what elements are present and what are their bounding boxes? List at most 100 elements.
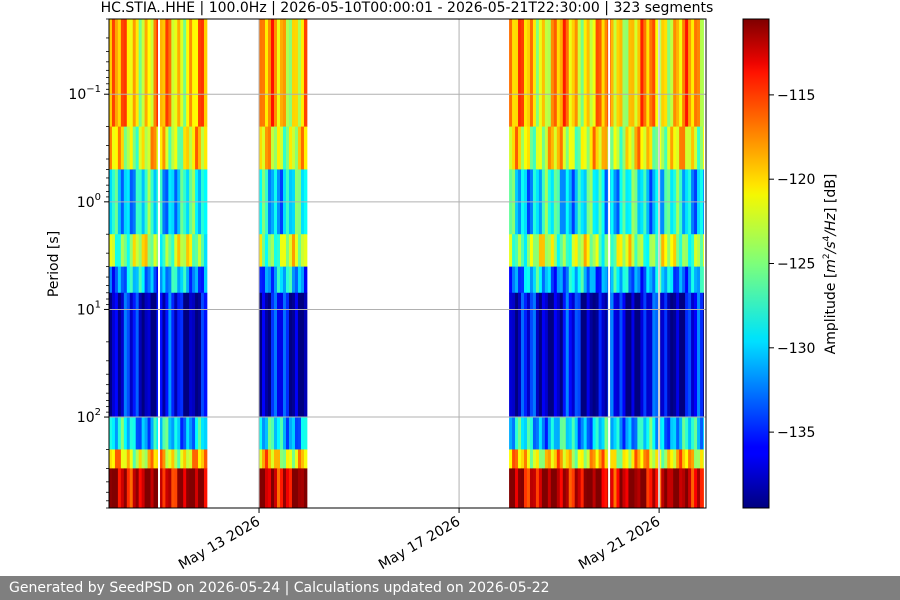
heatmap-cell	[568, 468, 573, 508]
heatmap-cell	[649, 234, 653, 268]
heatmap-cell	[515, 449, 519, 469]
heatmap-cell	[616, 449, 620, 469]
heatmap-cell	[162, 266, 166, 294]
heatmap-cell	[123, 449, 128, 469]
heatmap-cell	[303, 417, 308, 450]
heatmap-cell	[135, 449, 140, 469]
heatmap-cell	[544, 449, 549, 469]
heatmap-cell	[186, 126, 190, 170]
heatmap-cell	[177, 234, 181, 268]
heatmap-cell	[294, 449, 299, 469]
heatmap-cell	[518, 19, 522, 128]
heatmap-cell	[192, 126, 196, 170]
heatmap-cell	[183, 234, 187, 268]
heatmap-cell	[535, 126, 540, 170]
heatmap-cell	[180, 234, 184, 268]
heatmap-cell	[120, 126, 125, 170]
heatmap-cell	[515, 19, 519, 128]
colorbar-tick-label: −120	[777, 172, 815, 188]
heatmap-cell	[186, 266, 190, 294]
heatmap-cell	[265, 292, 269, 418]
heatmap-cell	[282, 19, 287, 128]
heatmap-cell	[288, 468, 293, 508]
heatmap-cell	[271, 266, 275, 294]
heatmap-cell	[544, 19, 549, 128]
heatmap-cell	[553, 417, 558, 450]
heatmap-cell	[655, 292, 659, 418]
heatmap-cell	[544, 126, 549, 170]
heatmap-cell	[198, 266, 202, 294]
heatmap-cell	[123, 266, 128, 294]
heatmap-cell	[165, 449, 169, 469]
heatmap-cell	[598, 468, 602, 508]
heatmap-cell	[120, 468, 125, 508]
heatmap-cell	[616, 417, 620, 450]
heatmap-cell	[303, 126, 308, 170]
heatmap-cell	[144, 468, 148, 508]
heatmap-cell	[556, 19, 561, 128]
heatmap-cell	[126, 292, 131, 418]
heatmap-cell	[616, 292, 620, 418]
heatmap-cell	[700, 126, 704, 170]
heatmap-cell	[183, 449, 187, 469]
colorbar-label-suffix: ] [dB]	[823, 174, 839, 213]
heatmap-cell	[123, 126, 128, 170]
heatmap-cell	[673, 266, 677, 294]
heatmap-cell	[509, 19, 513, 128]
heatmap-cell	[280, 266, 284, 294]
heatmap-cell	[679, 234, 683, 268]
heatmap-cell	[529, 417, 534, 450]
heatmap-cell	[598, 234, 602, 268]
heatmap-cell	[171, 417, 175, 450]
heatmap-cell	[144, 292, 148, 418]
heatmap-cell	[619, 266, 623, 294]
heatmap-cell	[262, 449, 266, 469]
heatmap-cell	[532, 266, 537, 294]
heatmap-cell	[114, 234, 119, 268]
heatmap-cell	[589, 266, 594, 294]
heatmap-cell	[135, 417, 140, 450]
heatmap-cell	[150, 417, 154, 450]
heatmap-cell	[153, 234, 157, 268]
heatmap-cell	[676, 19, 680, 128]
heatmap-cell	[271, 292, 275, 418]
heatmap-cell	[509, 266, 513, 294]
heatmap-cell	[532, 468, 537, 508]
heatmap-cell	[679, 468, 683, 508]
heatmap-cell	[694, 468, 698, 508]
heatmap-cell	[547, 417, 552, 450]
heatmap-cell	[559, 449, 564, 469]
heatmap-cell	[682, 266, 686, 294]
heatmap-cell	[541, 468, 546, 508]
heatmap-cell	[198, 449, 202, 469]
heatmap-cell	[538, 19, 543, 128]
heatmap-cell	[135, 292, 140, 418]
heatmap-cell	[643, 449, 647, 469]
heatmap-cell	[268, 19, 272, 128]
heatmap-cell	[565, 417, 570, 450]
heatmap-cell	[265, 468, 269, 508]
heatmap-cell	[114, 266, 119, 294]
heatmap-cell	[697, 234, 701, 268]
heatmap-cell	[300, 417, 305, 450]
heatmap-cell	[201, 292, 205, 418]
heatmap-cell	[150, 449, 154, 469]
heatmap-cell	[634, 19, 638, 128]
y-tick-label: 102	[77, 407, 101, 426]
heatmap-cell	[598, 417, 602, 450]
heatmap-cell	[297, 266, 302, 294]
heatmap-cell	[547, 234, 552, 268]
heatmap-cell	[679, 292, 683, 418]
heatmap-cell	[610, 234, 614, 268]
heatmap-cell	[562, 292, 567, 418]
heatmap-cell	[664, 19, 668, 128]
heatmap-cell	[568, 292, 573, 418]
heatmap-cell	[271, 449, 275, 469]
heatmap-cell	[186, 417, 190, 450]
heatmap-cell	[291, 468, 296, 508]
heatmap-cell	[512, 126, 516, 170]
heatmap-cell	[165, 417, 169, 450]
heatmap-cell	[532, 417, 537, 450]
heatmap-cell	[174, 468, 178, 508]
heatmap-cell	[515, 266, 519, 294]
